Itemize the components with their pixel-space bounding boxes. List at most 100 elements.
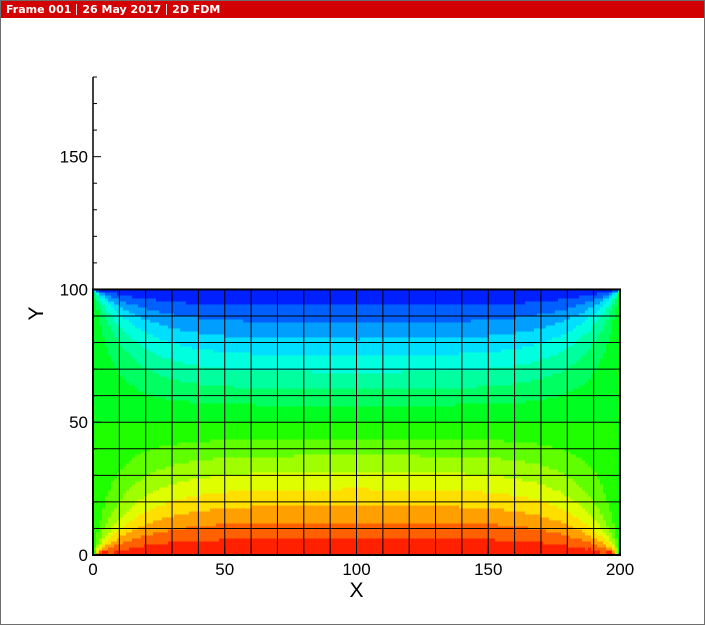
- field-cell: [552, 337, 556, 341]
- field-cell: [444, 337, 448, 341]
- field-cell: [159, 322, 163, 326]
- field-cell: [201, 325, 205, 329]
- field-cell: [135, 307, 139, 311]
- field-cell: [198, 337, 202, 341]
- field-cell: [252, 322, 256, 326]
- field-cell: [138, 334, 142, 338]
- field-cell: [111, 331, 115, 335]
- field-cell: [396, 322, 400, 326]
- field-cell: [189, 352, 193, 356]
- field-cell: [546, 316, 550, 320]
- field-cell: [552, 301, 556, 305]
- field-cell: [213, 358, 217, 362]
- field-cell: [312, 325, 316, 329]
- field-cell: [228, 301, 232, 305]
- field-cell: [300, 313, 304, 317]
- field-cell: [480, 334, 484, 338]
- field-cell: [465, 355, 469, 359]
- field-cell: [450, 325, 454, 329]
- field-cell: [486, 334, 490, 338]
- field-cell: [108, 307, 112, 311]
- field-cell: [306, 349, 310, 353]
- field-cell: [417, 361, 421, 365]
- field-cell: [543, 307, 547, 311]
- field-cell: [111, 337, 115, 341]
- field-cell: [207, 358, 211, 362]
- field-cell: [303, 316, 307, 320]
- field-cell: [519, 349, 523, 353]
- field-cell: [516, 370, 520, 374]
- field-cell: [240, 346, 244, 350]
- field-cell: [270, 325, 274, 329]
- field-cell: [354, 352, 358, 356]
- field-cell: [264, 361, 268, 365]
- field-cell: [315, 349, 319, 353]
- field-cell: [558, 328, 562, 332]
- field-cell: [453, 355, 457, 359]
- field-cell: [321, 349, 325, 353]
- field-cell: [306, 352, 310, 356]
- field-cell: [243, 343, 247, 347]
- field-cell: [342, 325, 346, 329]
- field-cell: [495, 328, 499, 332]
- field-cell: [189, 361, 193, 365]
- field-cell: [207, 352, 211, 356]
- field-cell: [510, 307, 514, 311]
- field-cell: [576, 307, 580, 311]
- field-cell: [567, 307, 571, 311]
- field-cell: [468, 331, 472, 335]
- field-cell: [171, 331, 175, 335]
- field-cell: [108, 298, 112, 302]
- field-cell: [156, 319, 160, 323]
- field-cell: [417, 304, 421, 308]
- field-cell: [153, 304, 157, 308]
- field-cell: [192, 295, 196, 299]
- field-cell: [432, 337, 436, 341]
- field-cell: [606, 289, 610, 293]
- field-cell: [450, 292, 454, 296]
- field-cell: [354, 304, 358, 308]
- field-cell: [339, 307, 343, 311]
- field-cell: [189, 295, 193, 299]
- field-cell: [363, 370, 367, 374]
- field-cell: [150, 358, 154, 362]
- field-cell: [168, 295, 172, 299]
- field-cell: [318, 346, 322, 350]
- field-cell: [273, 361, 277, 365]
- field-cell: [375, 307, 379, 311]
- field-cell: [525, 361, 529, 365]
- field-cell: [240, 319, 244, 323]
- field-cell: [96, 352, 100, 356]
- field-cell: [546, 337, 550, 341]
- field-cell: [447, 349, 451, 353]
- field-cell: [537, 295, 541, 299]
- field-cell: [285, 313, 289, 317]
- field-cell: [102, 331, 106, 335]
- field-cell: [480, 370, 484, 374]
- field-cell: [198, 313, 202, 317]
- field-cell: [390, 313, 394, 317]
- field-cell: [102, 364, 106, 368]
- field-cell: [531, 364, 535, 368]
- field-cell: [423, 319, 427, 323]
- field-cell: [411, 298, 415, 302]
- field-cell: [168, 304, 172, 308]
- field-cell: [501, 343, 505, 347]
- field-cell: [615, 316, 619, 320]
- field-cell: [141, 361, 145, 365]
- field-cell: [573, 364, 577, 368]
- field-cell: [561, 337, 565, 341]
- field-cell: [321, 331, 325, 335]
- field-cell: [444, 328, 448, 332]
- field-cell: [300, 301, 304, 305]
- field-cell: [594, 292, 598, 296]
- field-cell: [480, 289, 484, 293]
- field-cell: [609, 319, 613, 323]
- field-cell: [243, 289, 247, 293]
- field-cell: [348, 322, 352, 326]
- field-cell: [540, 343, 544, 347]
- field-cell: [504, 322, 508, 326]
- field-cell: [612, 292, 616, 296]
- field-cell: [600, 316, 604, 320]
